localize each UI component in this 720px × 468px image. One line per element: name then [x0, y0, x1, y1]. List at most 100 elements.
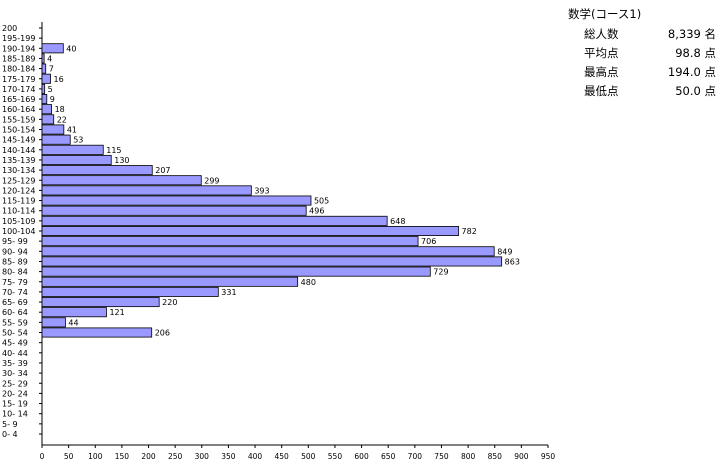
y-tick-label-45-49: 45- 49 [2, 339, 28, 348]
data-label-105-109: 648 [390, 217, 405, 226]
data-label-90-94: 849 [497, 247, 512, 256]
data-label-80-84: 729 [433, 268, 448, 277]
data-label-60-64: 121 [109, 308, 124, 317]
x-tick-label-100: 100 [88, 452, 103, 461]
y-tick-label-70-74: 70- 74 [2, 288, 28, 297]
bar-115-119 [41, 195, 312, 206]
data-label-55-59: 44 [68, 318, 78, 327]
y-tick-label-145-149: 145-149 [2, 136, 35, 145]
y-tick-label-135-139: 135-139 [2, 156, 35, 165]
bar-105-109 [41, 215, 388, 226]
stat-value-average: 98.8 点 [675, 46, 716, 60]
x-tick-label-200: 200 [141, 452, 156, 461]
bar-190-194 [41, 43, 64, 54]
x-tick-label-350: 350 [221, 452, 236, 461]
stat-label-max: 最高点 [584, 65, 619, 79]
bar-50-54 [41, 327, 153, 338]
data-label-190-194: 40 [66, 44, 76, 53]
data-label-110-114: 496 [309, 207, 324, 216]
data-label-65-69: 220 [162, 298, 177, 307]
y-tick-label-30-34: 30- 34 [2, 369, 28, 378]
bar-130-134 [41, 165, 153, 176]
y-tick-label-20-24: 20- 24 [2, 389, 28, 398]
x-tick-label-850: 850 [488, 452, 503, 461]
bar-80-84 [41, 266, 431, 277]
y-tick-label-160-164: 160-164 [2, 105, 35, 114]
x-tick-label-500: 500 [301, 452, 316, 461]
y-tick-label-60-64: 60- 64 [2, 308, 28, 317]
x-tick-label-900: 900 [514, 452, 529, 461]
stat-value-total: 8,339 名 [667, 27, 716, 41]
x-tick-label-300: 300 [195, 452, 210, 461]
y-tick-label-170-174: 170-174 [2, 85, 35, 94]
y-tick-label-80-84: 80- 84 [2, 268, 28, 277]
bar-85-89 [41, 256, 503, 267]
y-tick-label-5-9: 5- 9 [2, 420, 18, 429]
bar-160-164 [41, 104, 52, 115]
y-tick-label-165-169: 165-169 [2, 95, 35, 104]
y-tick-label-155-159: 155-159 [2, 115, 35, 124]
bar-95-99 [41, 236, 419, 247]
y-tick-label-175-179: 175-179 [2, 75, 35, 84]
bar-135-139 [41, 154, 112, 165]
y-tick-label-25-29: 25- 29 [2, 379, 28, 388]
y-tick-label-85-89: 85- 89 [2, 257, 28, 266]
x-tick-label-50: 50 [64, 452, 74, 461]
y-tick-label-190-194: 190-194 [2, 44, 35, 53]
stat-label-total: 総人数 [584, 27, 619, 41]
y-tick-label-195-199: 195-199 [2, 34, 35, 43]
data-label-100-104: 782 [462, 227, 477, 236]
y-tick-label-55-59: 55- 59 [2, 318, 28, 327]
bar-185-189 [41, 53, 45, 64]
y-tick-label-90-94: 90- 94 [2, 247, 28, 256]
x-tick-label-600: 600 [354, 452, 369, 461]
bar-180-184 [41, 63, 47, 74]
data-label-120-124: 393 [254, 186, 269, 195]
bar-155-159 [41, 114, 55, 125]
data-label-175-179: 16 [54, 75, 64, 84]
bar-70-74 [41, 286, 219, 297]
bar-110-114 [41, 205, 307, 216]
data-label-185-189: 4 [47, 54, 52, 63]
y-tick-label-185-189: 185-189 [2, 54, 35, 63]
data-label-95-99: 706 [421, 237, 436, 246]
x-tick-label-550: 550 [328, 452, 343, 461]
y-tick-label-50-54: 50- 54 [2, 329, 28, 338]
y-tick-label-200: 200 [2, 24, 17, 33]
y-tick-label-180-184: 180-184 [2, 65, 35, 74]
data-label-145-149: 53 [73, 136, 83, 145]
stat-label-average: 平均点 [584, 46, 619, 60]
bar-150-154 [41, 124, 65, 135]
bar-100-104 [41, 225, 459, 236]
stat-row-average: 平均点 98.8 点 [568, 45, 716, 64]
bar-65-69 [41, 297, 160, 308]
y-tick-label-15-19: 15- 19 [2, 400, 28, 409]
x-tick-label-700: 700 [408, 452, 423, 461]
bar-60-64 [41, 307, 107, 318]
data-label-130-134: 207 [155, 166, 170, 175]
y-tick-label-95-99: 95- 99 [2, 237, 28, 246]
stat-value-min: 50.0 点 [675, 84, 716, 98]
bar-90-94 [41, 246, 495, 257]
y-tick-label-0-4: 0- 4 [2, 430, 18, 439]
bar-140-144 [41, 144, 104, 155]
data-label-115-119: 505 [314, 197, 329, 206]
bar-120-124 [41, 185, 252, 196]
x-tick-label-250: 250 [168, 452, 183, 461]
bar-55-59 [41, 317, 66, 328]
stats-panel: 数学(コース1) 総人数 8,339 名 平均点 98.8 点 最高点 194.… [568, 6, 716, 102]
data-label-140-144: 115 [106, 146, 121, 155]
y-tick-label-40-44: 40- 44 [2, 349, 28, 358]
y-tick-label-10-14: 10- 14 [2, 410, 28, 419]
stats-title: 数学(コース1) [568, 7, 642, 21]
stat-row-total: 総人数 8,339 名 [568, 26, 716, 45]
x-tick-label-150: 150 [115, 452, 130, 461]
y-tick-label-100-104: 100-104 [2, 227, 35, 236]
x-tick-label-450: 450 [275, 452, 290, 461]
y-tick-label-120-124: 120-124 [2, 186, 35, 195]
bar-165-169 [41, 94, 48, 105]
data-label-85-89: 863 [505, 257, 520, 266]
data-label-160-164: 18 [55, 105, 65, 114]
x-tick-label-950: 950 [541, 452, 556, 461]
